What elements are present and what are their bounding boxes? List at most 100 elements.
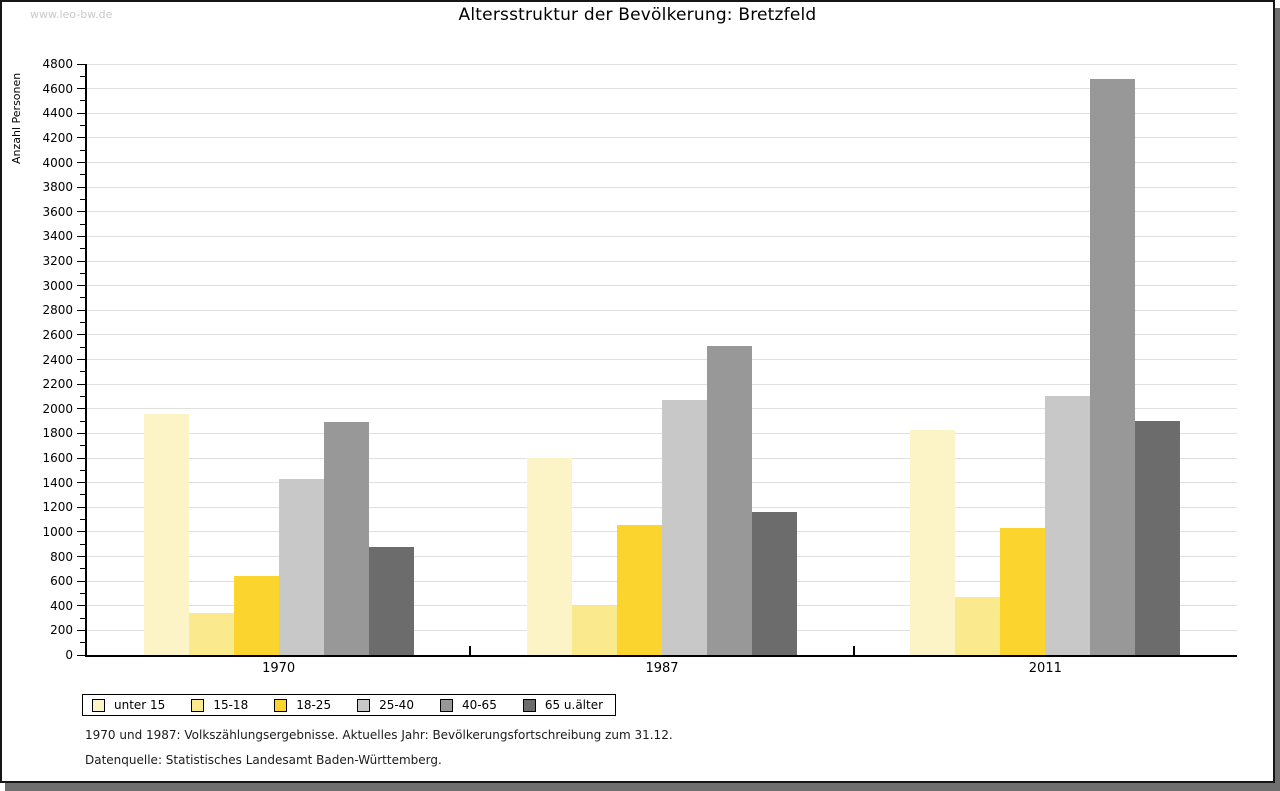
bar bbox=[188, 613, 234, 655]
footnote-line-1: 1970 und 1987: Volkszählungsergebnisse. … bbox=[85, 728, 673, 742]
y-axis-minor-tick bbox=[80, 445, 85, 447]
y-tick-label: 1400 bbox=[42, 475, 73, 490]
x-axis-boundary-tick bbox=[469, 646, 472, 655]
gridline bbox=[87, 359, 1237, 360]
bar bbox=[323, 422, 369, 655]
legend-swatch bbox=[522, 698, 536, 712]
bar bbox=[1135, 421, 1181, 655]
y-tick-label: 3800 bbox=[42, 180, 73, 195]
y-tick-label: 3600 bbox=[42, 204, 73, 219]
gridline bbox=[87, 260, 1237, 262]
y-axis-major-tick bbox=[77, 334, 85, 336]
y-tick-label: 3200 bbox=[42, 254, 73, 268]
bar bbox=[572, 605, 617, 655]
y-axis-minor-tick bbox=[80, 125, 85, 127]
y-axis-minor-tick bbox=[80, 543, 85, 545]
y-axis-major-tick bbox=[77, 260, 85, 262]
x-category-label: 1987 bbox=[645, 661, 679, 676]
y-axis-major-tick bbox=[77, 556, 85, 557]
y-tick-label: 800 bbox=[50, 549, 73, 564]
y-tick-label: 2200 bbox=[42, 377, 73, 392]
legend-swatch bbox=[357, 698, 371, 712]
y-axis-minor-tick bbox=[80, 223, 85, 225]
legend-swatch bbox=[439, 698, 453, 712]
gridline bbox=[87, 88, 1237, 90]
y-axis-major-tick bbox=[77, 186, 85, 188]
y-axis-major-tick bbox=[77, 309, 85, 311]
bar bbox=[1045, 396, 1091, 655]
y-tick-label: 1800 bbox=[42, 426, 73, 441]
y-axis-major-tick bbox=[77, 580, 85, 582]
gridline bbox=[87, 162, 1237, 163]
y-axis-major-tick bbox=[77, 63, 85, 65]
legend-label: unter 15 bbox=[114, 698, 166, 712]
gridline bbox=[87, 235, 1237, 237]
y-tick-label: 2800 bbox=[42, 303, 73, 318]
y-axis-minor-tick bbox=[80, 248, 85, 250]
y-tick-label: 2600 bbox=[42, 327, 73, 342]
y-axis-major-tick bbox=[77, 112, 85, 114]
bar bbox=[752, 512, 797, 655]
y-axis-major-tick bbox=[77, 531, 85, 533]
bar bbox=[527, 458, 572, 655]
y-tick-label: 0 bbox=[65, 648, 73, 662]
y-axis-major-tick bbox=[77, 88, 85, 90]
y-axis-major-tick bbox=[77, 629, 85, 631]
y-axis-major-tick bbox=[77, 506, 85, 508]
y-axis-major-tick bbox=[77, 383, 85, 385]
bar bbox=[955, 597, 1001, 655]
legend-item: 25-40 bbox=[357, 698, 414, 712]
y-tick-label: 2400 bbox=[42, 352, 73, 367]
y-axis-minor-tick bbox=[80, 371, 85, 373]
y-axis-minor-tick bbox=[80, 272, 85, 274]
bar bbox=[617, 524, 662, 655]
y-axis-minor-tick bbox=[80, 519, 85, 521]
gridline bbox=[87, 137, 1237, 139]
gridline bbox=[87, 112, 1237, 114]
y-axis-minor-tick bbox=[80, 420, 85, 422]
y-axis-minor-tick bbox=[80, 617, 85, 619]
x-axis-boundary-tick bbox=[852, 646, 855, 655]
legend: unter 15 15-18 18-25 25-40 40-65 65 u.älter bbox=[82, 694, 617, 716]
y-tick-label: 4600 bbox=[42, 81, 73, 96]
gridline bbox=[87, 309, 1237, 311]
y-axis-minor-tick bbox=[80, 642, 85, 644]
bar bbox=[1000, 528, 1046, 655]
y-axis-major-tick bbox=[77, 482, 85, 484]
bar bbox=[233, 575, 279, 655]
y-axis-major-tick bbox=[77, 457, 85, 459]
gridline bbox=[87, 383, 1237, 385]
y-tick-label: 1600 bbox=[42, 451, 73, 465]
legend-swatch bbox=[92, 698, 105, 712]
y-axis-major-tick bbox=[77, 162, 85, 163]
legend-label: 25-40 bbox=[379, 698, 414, 712]
bar bbox=[143, 413, 189, 655]
legend-label: 65 u.älter bbox=[544, 698, 604, 712]
y-axis-minor-tick bbox=[80, 149, 85, 151]
x-category-label: 2011 bbox=[1028, 661, 1062, 676]
y-axis-minor-tick bbox=[80, 592, 85, 594]
y-tick-label: 4800 bbox=[42, 57, 73, 71]
legend-item: 40-65 bbox=[439, 698, 497, 712]
y-tick-label: 4200 bbox=[42, 130, 73, 145]
page-title: Altersstruktur der Bevölkerung: Bretzfel… bbox=[458, 5, 817, 25]
y-tick-label: 600 bbox=[50, 574, 73, 589]
footnote-line-2: Datenquelle: Statistisches Landesamt Bad… bbox=[85, 753, 442, 767]
y-axis-minor-tick bbox=[80, 395, 85, 397]
y-axis-minor-tick bbox=[80, 174, 85, 176]
gridline bbox=[87, 285, 1237, 287]
y-axis-major-tick bbox=[77, 408, 85, 410]
y-axis-minor-tick bbox=[80, 346, 85, 348]
y-tick-label: 3400 bbox=[42, 229, 73, 244]
bar bbox=[368, 546, 414, 655]
y-axis-minor-tick bbox=[80, 297, 85, 299]
legend-item: 15-18 bbox=[191, 698, 248, 712]
y-tick-label: 1200 bbox=[42, 500, 73, 515]
gridline bbox=[87, 63, 1237, 65]
y-axis-minor-tick bbox=[80, 100, 85, 102]
y-axis-major-tick bbox=[77, 654, 85, 656]
watermark: www.leo-bw.de bbox=[30, 8, 113, 21]
bar bbox=[662, 400, 707, 655]
bar bbox=[278, 478, 324, 655]
